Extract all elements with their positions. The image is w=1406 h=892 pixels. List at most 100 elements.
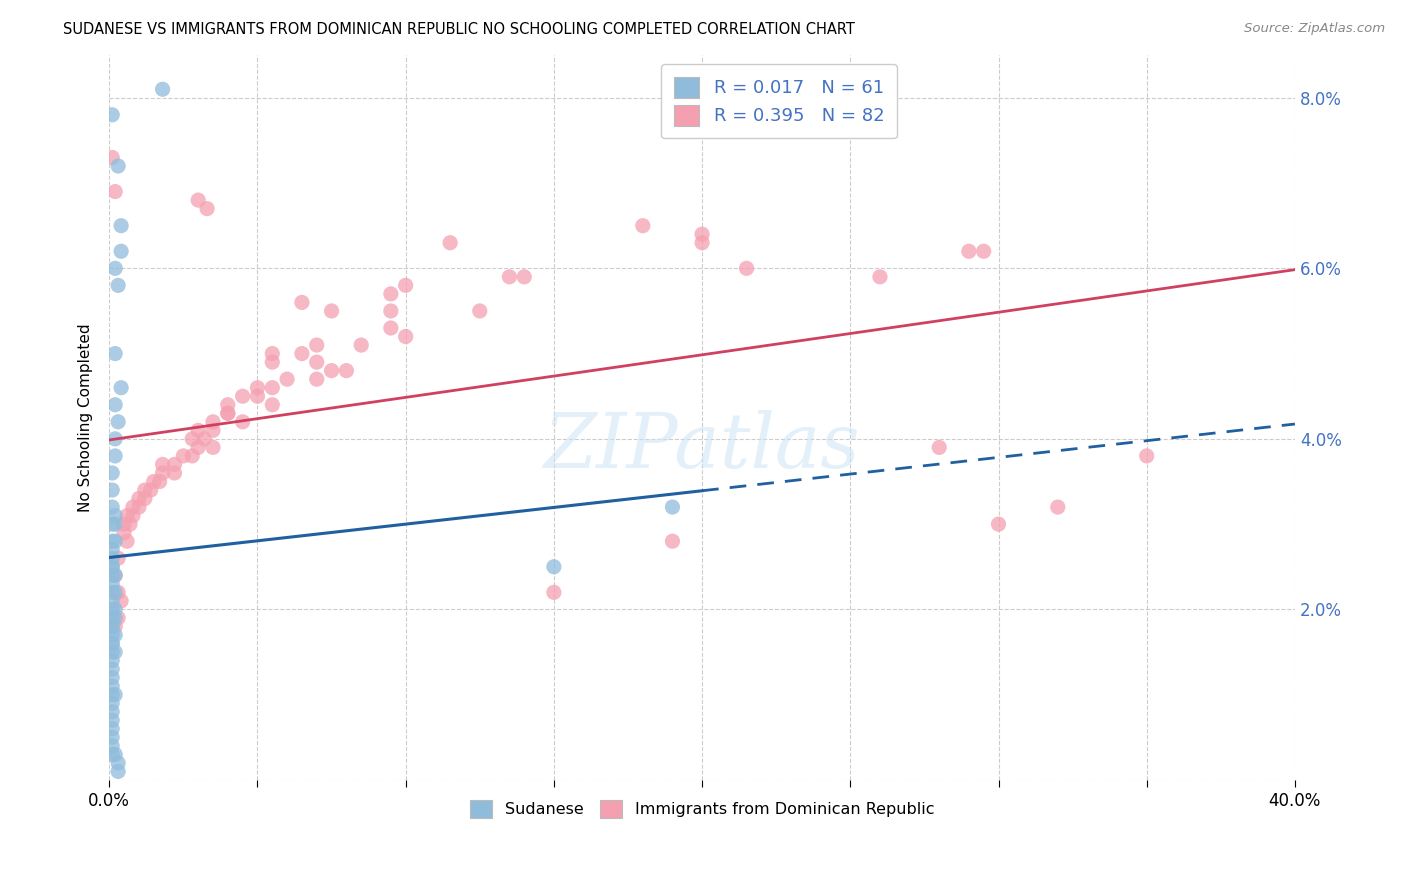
Text: ZIPatlas: ZIPatlas: [544, 409, 860, 483]
Point: [217, 398, 239, 412]
Point: [101, 619, 124, 633]
Point: [101, 517, 124, 532]
Point: [149, 475, 172, 489]
Point: [115, 534, 138, 549]
Point: [543, 585, 565, 599]
Point: [104, 346, 127, 360]
Point: [107, 764, 129, 779]
Point: [122, 500, 145, 514]
Point: [101, 594, 124, 608]
Point: [110, 244, 132, 259]
Point: [110, 219, 132, 233]
Point: [101, 722, 124, 736]
Point: [128, 491, 150, 506]
Point: [101, 542, 124, 557]
Point: [101, 688, 124, 702]
Point: [101, 483, 124, 497]
Point: [101, 747, 124, 762]
Point: [122, 508, 145, 523]
Point: [101, 559, 124, 574]
Point: [380, 304, 402, 318]
Point: [181, 449, 204, 463]
Point: [101, 654, 124, 668]
Point: [104, 747, 127, 762]
Point: [101, 551, 124, 566]
Point: [139, 483, 162, 497]
Point: [107, 611, 129, 625]
Point: [101, 739, 124, 753]
Point: [869, 269, 891, 284]
Point: [928, 441, 950, 455]
Point: [350, 338, 373, 352]
Point: [101, 645, 124, 659]
Point: [104, 508, 127, 523]
Point: [101, 636, 124, 650]
Point: [291, 346, 314, 360]
Point: [101, 466, 124, 480]
Point: [152, 458, 174, 472]
Point: [217, 406, 239, 420]
Point: [104, 645, 127, 659]
Point: [101, 568, 124, 582]
Point: [101, 602, 124, 616]
Point: [152, 466, 174, 480]
Point: [104, 398, 127, 412]
Point: [104, 185, 127, 199]
Point: [110, 594, 132, 608]
Point: [101, 559, 124, 574]
Point: [101, 577, 124, 591]
Point: [115, 508, 138, 523]
Point: [101, 662, 124, 676]
Point: [107, 415, 129, 429]
Point: [104, 585, 127, 599]
Point: [335, 364, 357, 378]
Point: [104, 628, 127, 642]
Point: [543, 559, 565, 574]
Point: [101, 108, 124, 122]
Point: [690, 227, 713, 242]
Point: [181, 432, 204, 446]
Point: [439, 235, 461, 250]
Point: [104, 611, 127, 625]
Point: [101, 628, 124, 642]
Point: [187, 193, 209, 207]
Point: [631, 219, 654, 233]
Point: [187, 423, 209, 437]
Point: [163, 458, 186, 472]
Point: [957, 244, 980, 259]
Point: [101, 611, 124, 625]
Point: [187, 441, 209, 455]
Point: [134, 483, 156, 497]
Point: [498, 269, 520, 284]
Point: [112, 517, 135, 532]
Point: [395, 329, 418, 343]
Point: [305, 338, 328, 352]
Point: [104, 688, 127, 702]
Point: [104, 568, 127, 582]
Point: [107, 278, 129, 293]
Point: [104, 432, 127, 446]
Point: [104, 517, 127, 532]
Point: [104, 619, 127, 633]
Point: [107, 551, 129, 566]
Point: [101, 636, 124, 650]
Y-axis label: No Schooling Completed: No Schooling Completed: [79, 323, 93, 512]
Point: [262, 398, 284, 412]
Point: [232, 389, 254, 403]
Point: [142, 475, 165, 489]
Point: [118, 517, 141, 532]
Point: [163, 466, 186, 480]
Point: [395, 278, 418, 293]
Point: [262, 355, 284, 369]
Point: [101, 696, 124, 710]
Point: [305, 372, 328, 386]
Point: [262, 381, 284, 395]
Point: [101, 619, 124, 633]
Point: [201, 415, 224, 429]
Point: [110, 381, 132, 395]
Point: [128, 500, 150, 514]
Point: [987, 517, 1010, 532]
Point: [101, 713, 124, 727]
Point: [134, 491, 156, 506]
Point: [513, 269, 536, 284]
